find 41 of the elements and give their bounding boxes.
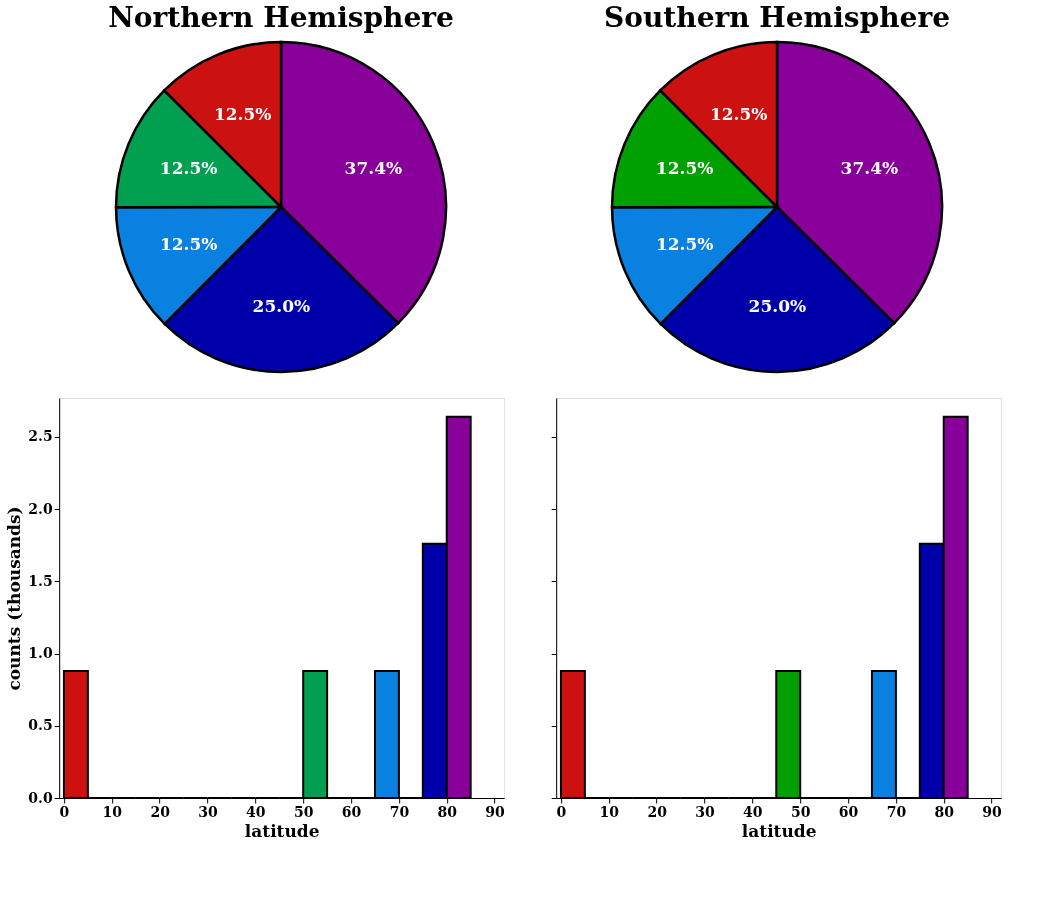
- x-tick-label: 80: [437, 803, 458, 820]
- x-tick-label: 10: [599, 803, 620, 820]
- data-label: 25.0%: [252, 296, 311, 316]
- data-label: 12.5%: [213, 103, 272, 124]
- data-label: 12.5%: [709, 103, 768, 124]
- x-tick-label: 30: [695, 803, 715, 820]
- data-label: 37.4%: [840, 157, 899, 178]
- x-tick-label: 90: [982, 803, 1003, 820]
- data-label: 12.5%: [159, 157, 218, 178]
- x-tick-label: 20: [647, 803, 668, 820]
- x-tick-label: 0: [59, 803, 70, 820]
- y-tick-label: 1.5: [28, 572, 53, 589]
- data-label: 12.5%: [159, 234, 218, 255]
- x-tick-label: 50: [790, 803, 811, 820]
- x-tick-label: 0: [556, 803, 567, 820]
- x-tick-label: 50: [293, 803, 314, 820]
- x-tick-label: 90: [485, 803, 506, 820]
- x-tick-label: 30: [198, 803, 218, 820]
- y-tick-label: 0.0: [28, 789, 53, 806]
- data-label: 25.0%: [748, 296, 807, 316]
- data-label: 12.5%: [655, 157, 714, 178]
- x-tick-label: 40: [743, 803, 763, 820]
- y-tick-label: 2.0: [28, 500, 53, 517]
- x-tick-label: 20: [150, 803, 171, 820]
- x-tick-label: 60: [341, 803, 362, 820]
- y-tick-label: 2.5: [28, 428, 53, 445]
- x-tick-label: 10: [102, 803, 123, 820]
- y-tick-label: 1.0: [28, 645, 53, 662]
- x-tick-label: 60: [838, 803, 859, 820]
- y-tick-label: 0.5: [28, 717, 53, 734]
- x-tick-label: 80: [934, 803, 955, 820]
- x-axis-title: latitude: [244, 820, 320, 841]
- x-tick-label: 70: [389, 803, 410, 820]
- chart-title: Southern Hemisphere: [604, 1, 950, 34]
- y-axis-title: counts (thousands): [4, 506, 25, 691]
- chart-title: Northern Hemisphere: [108, 1, 454, 34]
- x-axis-title: latitude: [741, 820, 817, 841]
- data-label: 12.5%: [655, 234, 714, 255]
- x-tick-label: 70: [886, 803, 907, 820]
- x-tick-label: 40: [246, 803, 266, 820]
- data-label: 37.4%: [344, 157, 403, 178]
